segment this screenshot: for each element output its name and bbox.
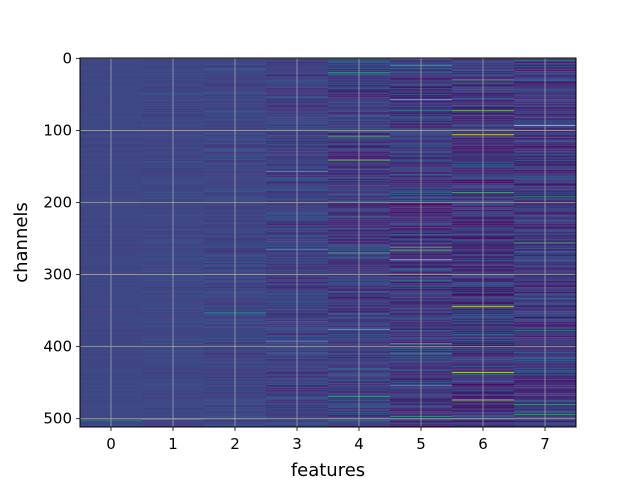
x-tick-label: 0 (106, 435, 116, 453)
x-axis-ticks: 0 1 2 3 4 5 6 7 (106, 427, 550, 453)
y-tick-label: 100 (43, 121, 72, 139)
y-tick-label: 400 (43, 338, 72, 356)
x-tick-label: 4 (354, 435, 364, 453)
y-axis-ticks: 0 100 200 300 400 500 (43, 49, 80, 428)
x-tick-label: 5 (416, 435, 426, 453)
grid-lines (80, 57, 576, 427)
x-axis-label: features (291, 460, 365, 480)
x-tick-label: 7 (540, 435, 550, 453)
x-tick-label: 3 (292, 435, 302, 453)
plot-frame (79, 57, 577, 428)
y-tick-label: 200 (43, 194, 72, 212)
x-tick-label: 2 (230, 435, 240, 453)
x-tick-label: 6 (478, 435, 488, 453)
x-tick-label: 1 (168, 435, 178, 453)
y-axis-label: channels (11, 202, 32, 283)
y-tick-label: 300 (43, 266, 72, 284)
y-tick-label: 0 (62, 49, 72, 67)
heatmap-cells (80, 58, 577, 428)
y-tick-label: 500 (43, 410, 72, 428)
